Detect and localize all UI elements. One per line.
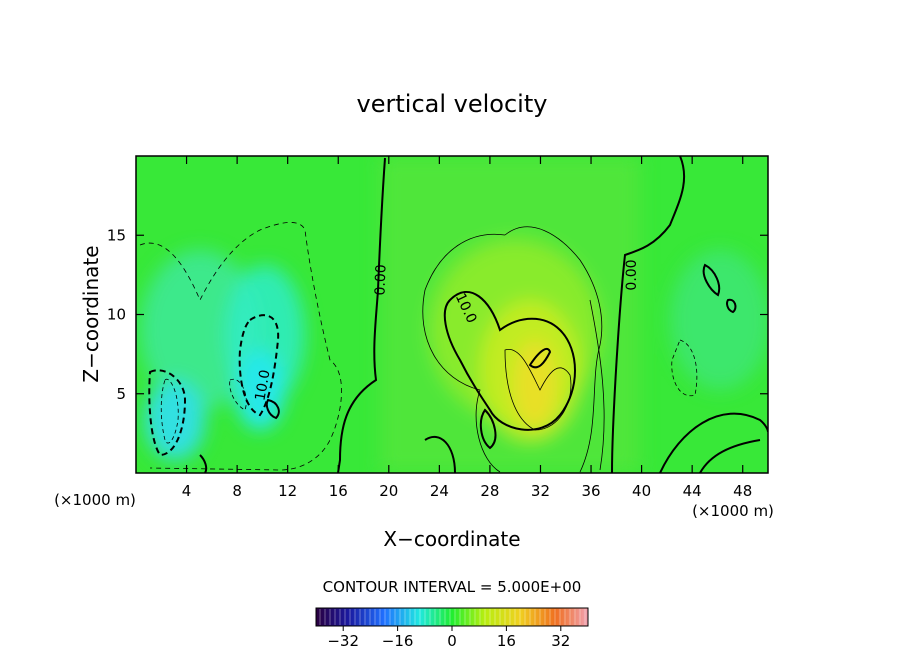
x-tick-label: 36 (581, 482, 600, 500)
y-tick-label: 15 (107, 226, 126, 244)
y-axis-title: Z−coordinate (79, 245, 103, 382)
x-unit-label-left: (×1000 m) (54, 491, 136, 509)
x-tick-label: 8 (232, 482, 242, 500)
colorbar-tick-label: −16 (382, 632, 414, 650)
x-axis-ticks: 4 8 12 16 20 24 28 32 36 40 44 48 (182, 156, 752, 500)
heatmap-field (136, 156, 768, 473)
colorbar-tick-label: 16 (497, 632, 516, 650)
colorbar-tick-label: 32 (551, 632, 570, 650)
x-tick-label: 16 (329, 482, 348, 500)
x-tick-label: 28 (480, 482, 499, 500)
colorbar-ticks: −32 −16 0 16 32 (327, 626, 570, 650)
contour-label: 0.00 (624, 259, 640, 290)
x-tick-label: 40 (632, 482, 651, 500)
y-tick-label: 5 (116, 385, 126, 403)
x-tick-label: 44 (683, 482, 702, 500)
x-axis-title: X−coordinate (383, 527, 520, 551)
y-tick-label: 10 (107, 306, 126, 324)
x-unit-label-right: (×1000 m) (692, 502, 774, 520)
contour-label: 10.0 (252, 369, 273, 402)
colorbar-tick-label: 0 (447, 632, 457, 650)
x-tick-label: 4 (182, 482, 192, 500)
y-axis-ticks: 5 10 15 (107, 226, 768, 403)
x-tick-label: 32 (531, 482, 550, 500)
x-tick-label: 48 (733, 482, 752, 500)
x-tick-label: 12 (278, 482, 297, 500)
colorbar-tick-label: −32 (327, 632, 359, 650)
contour-label: 0.00 (372, 264, 389, 296)
x-tick-label: 24 (430, 482, 449, 500)
colorbar (315, 607, 589, 627)
contour-interval-label: CONTOUR INTERVAL = 5.000E+00 (323, 578, 582, 596)
x-tick-label: 20 (379, 482, 398, 500)
chart-title: vertical velocity (357, 90, 548, 118)
contour-lines (139, 156, 768, 473)
